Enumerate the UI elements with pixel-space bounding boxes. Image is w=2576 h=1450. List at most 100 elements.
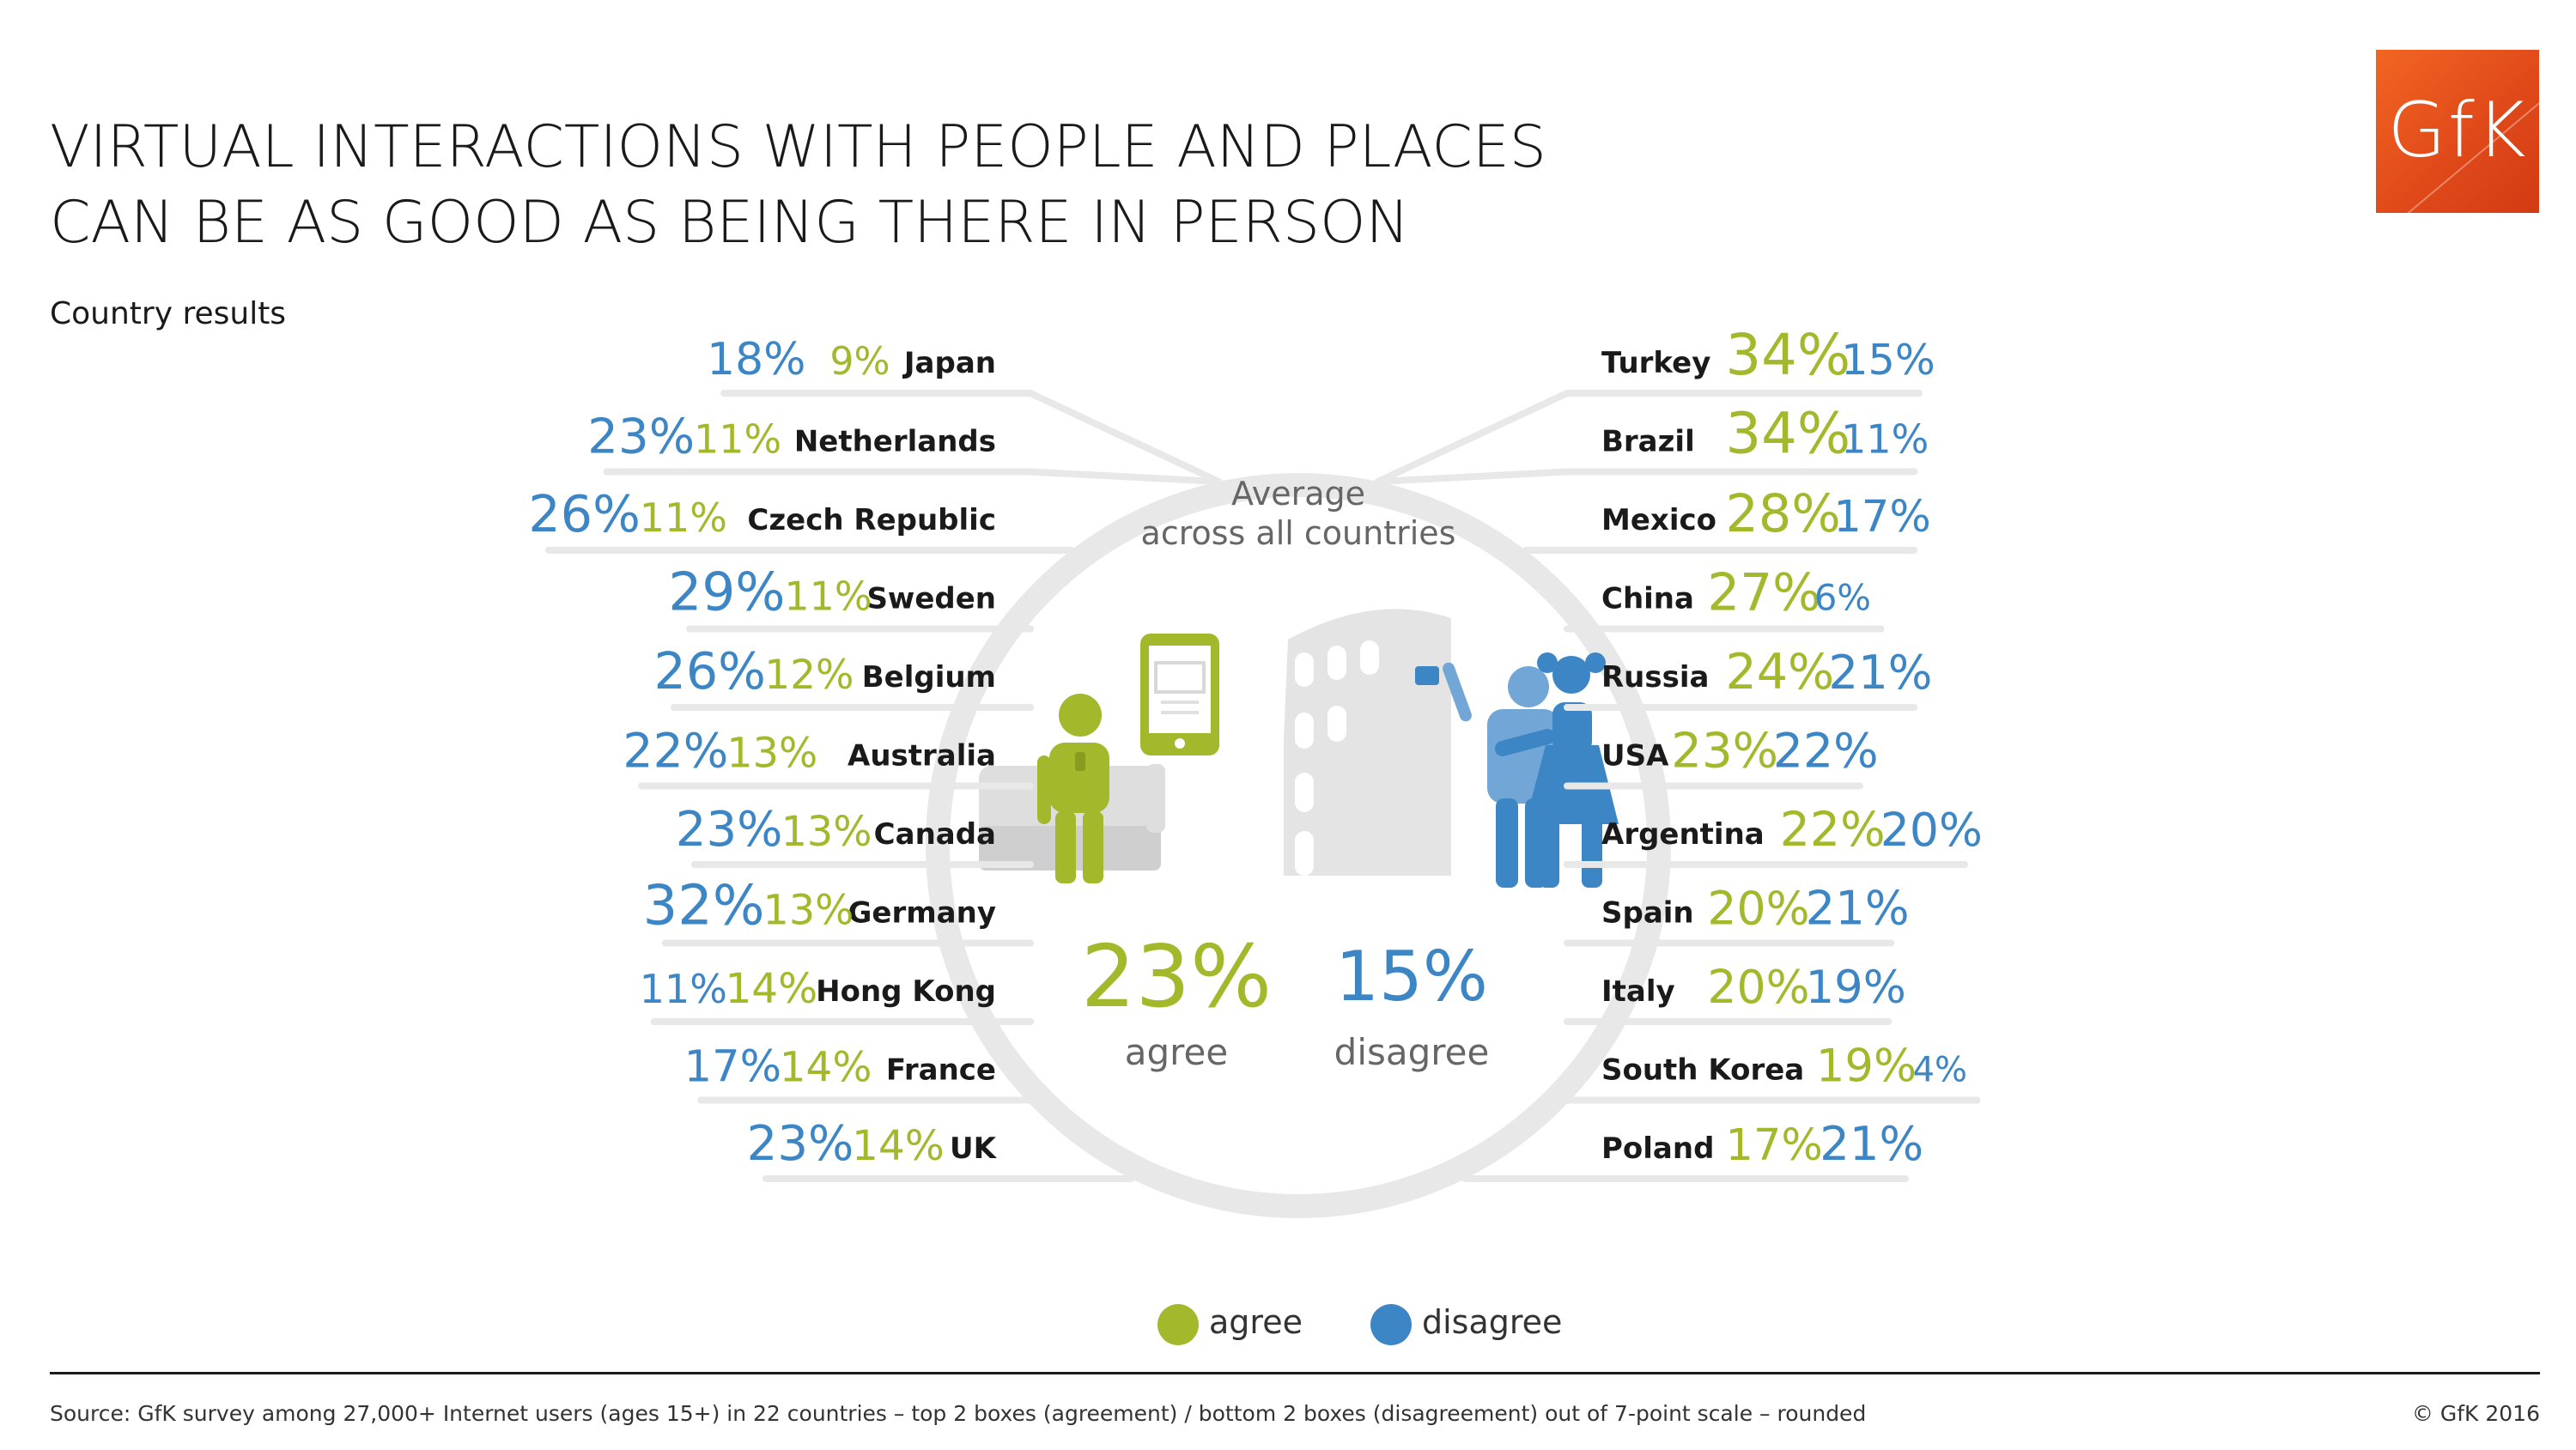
gfk-logo-text: GfK: [2387, 86, 2528, 174]
disagree-value-canada: 23%: [676, 802, 783, 858]
country-row-brazil: Brazil 34%11%: [1601, 402, 1929, 467]
country-label-poland: Poland: [1601, 1131, 1714, 1166]
country-row-turkey: Turkey 34%15%: [1601, 323, 1935, 388]
average-agree-label: agree: [1125, 1031, 1228, 1073]
legend-dot-agree-icon: [1157, 1303, 1199, 1345]
country-row-france: France 14%17%: [684, 1042, 996, 1093]
legend-dot-disagree-icon: [1370, 1303, 1412, 1345]
disagree-value-south-korea: 4%: [1913, 1051, 1967, 1090]
average-heading-line-2: across all countries: [1141, 514, 1456, 552]
country-label-uk: UK: [950, 1131, 998, 1166]
average-heading-line-1: Average: [1231, 475, 1365, 513]
country-label-brazil: Brazil: [1601, 425, 1695, 459]
agree-value-usa: 23%: [1671, 724, 1778, 780]
country-label-czech-republic: Czech Republic: [747, 503, 996, 537]
country-row-russia: Russia 24%21%: [1601, 644, 1933, 701]
agree-value-hong-kong: 14%: [725, 965, 817, 1013]
legend-item-disagree: disagree: [1370, 1301, 1563, 1345]
chart-title-line-1: VIRTUAL INTERACTIONS WITH PEOPLE AND PLA…: [50, 113, 1546, 181]
agree-value-canada: 13%: [781, 809, 872, 856]
agree-value-spain: 20%: [1707, 882, 1809, 936]
country-label-hong-kong: Hong Kong: [816, 974, 996, 1009]
disagree-value-china: 6%: [1814, 577, 1871, 619]
agree-value-france: 14%: [780, 1044, 872, 1092]
country-row-poland: Poland 17%21%: [1601, 1116, 1923, 1171]
country-label-south-korea: South Korea: [1601, 1053, 1804, 1088]
agree-value-russia: 24%: [1725, 644, 1834, 701]
connector-japan: [1027, 390, 1223, 485]
disagree-value-turkey: 15%: [1841, 335, 1935, 385]
disagree-value-uk: 23%: [747, 1116, 854, 1172]
agree-value-brazil: 34%: [1725, 402, 1850, 467]
disagree-value-czech-republic: 26%: [528, 485, 640, 543]
agree-value-netherlands: 11%: [694, 416, 781, 463]
chart-subtitle: Country results: [50, 296, 287, 331]
country-label-sweden: Sweden: [866, 582, 996, 616]
country-label-argentina: Argentina: [1601, 817, 1765, 852]
agree-value-japan: 9%: [829, 340, 890, 384]
agree-value-italy: 20%: [1707, 960, 1809, 1014]
disagree-value-france: 17%: [684, 1042, 781, 1093]
colosseum-selfie-icon: [1284, 609, 1619, 888]
disagree-value-mexico: 17%: [1833, 492, 1930, 543]
disagree-value-spain: 21%: [1806, 881, 1910, 936]
connector-turkey: [1374, 390, 1571, 485]
agree-value-china: 27%: [1707, 564, 1820, 623]
country-label-turkey: Turkey: [1601, 346, 1710, 380]
country-label-belgium: Belgium: [862, 660, 996, 695]
country-label-china: China: [1601, 582, 1694, 616]
country-row-netherlands: Netherlands 11%23%: [587, 410, 996, 465]
disagree-value-hong-kong: 11%: [640, 966, 727, 1012]
average-disagree-value: 15%: [1335, 937, 1488, 1016]
country-row-italy: Italy 20%19%: [1601, 960, 1906, 1014]
disagree-value-brazil: 11%: [1841, 416, 1929, 463]
country-row-argentina: Argentina 22%20%: [1601, 803, 1983, 858]
average-disagree-label: disagree: [1334, 1031, 1490, 1073]
country-label-canada: Canada: [874, 817, 996, 852]
country-label-spain: Spain: [1601, 896, 1694, 931]
country-label-mexico: Mexico: [1601, 503, 1716, 537]
agree-value-south-korea: 19%: [1816, 1040, 1917, 1093]
source-note: Source: GfK survey among 27,000+ Interne…: [50, 1401, 1867, 1426]
chart-title: VIRTUAL INTERACTIONS WITH PEOPLE AND PLA…: [50, 110, 1546, 261]
country-label-australia: Australia: [848, 739, 996, 774]
country-row-china: China 27%6%: [1601, 564, 1871, 623]
legend-item-agree: agree: [1157, 1301, 1303, 1345]
country-row-spain: Spain 20%21%: [1601, 881, 1910, 936]
chart-title-line-2: CAN BE AS GOOD AS BEING THERE IN PERSON: [50, 189, 1410, 257]
country-row-south-korea: South Korea 19%4%: [1601, 1040, 1967, 1093]
agree-value-germany: 13%: [763, 888, 854, 935]
copyright: © GfK 2016: [2411, 1401, 2540, 1426]
agree-value-uk: 14%: [852, 1122, 945, 1170]
legend-label-agree: agree: [1209, 1303, 1303, 1341]
agree-value-sweden: 11%: [784, 573, 872, 620]
disagree-value-poland: 21%: [1820, 1116, 1923, 1171]
agree-value-czech-republic: 11%: [640, 494, 727, 541]
country-row-mexico: Mexico 28%17%: [1601, 484, 1931, 544]
country-label-russia: Russia: [1601, 660, 1709, 695]
connector-netherlands: [1027, 468, 1223, 485]
legend-label-disagree: disagree: [1422, 1303, 1563, 1341]
average-agree-value: 23%: [1081, 926, 1272, 1027]
country-row-czech-republic: Czech Republic 11%26%: [528, 485, 996, 543]
footer-rule: [50, 1372, 2540, 1374]
disagree-value-australia: 22%: [623, 725, 728, 780]
disagree-value-netherlands: 23%: [587, 410, 695, 465]
disagree-value-germany: 32%: [643, 875, 765, 938]
agree-value-turkey: 34%: [1725, 323, 1850, 388]
country-row-usa: USA 23%22%: [1601, 724, 1879, 780]
disagree-value-italy: 19%: [1806, 962, 1906, 1014]
average-ring: [926, 473, 1671, 1218]
country-label-usa: USA: [1601, 739, 1669, 774]
country-label-netherlands: Netherlands: [794, 425, 996, 459]
gfk-logo: GfK: [2376, 50, 2539, 213]
country-label-japan: Japan: [902, 346, 996, 380]
disagree-value-argentina: 20%: [1880, 803, 1983, 857]
